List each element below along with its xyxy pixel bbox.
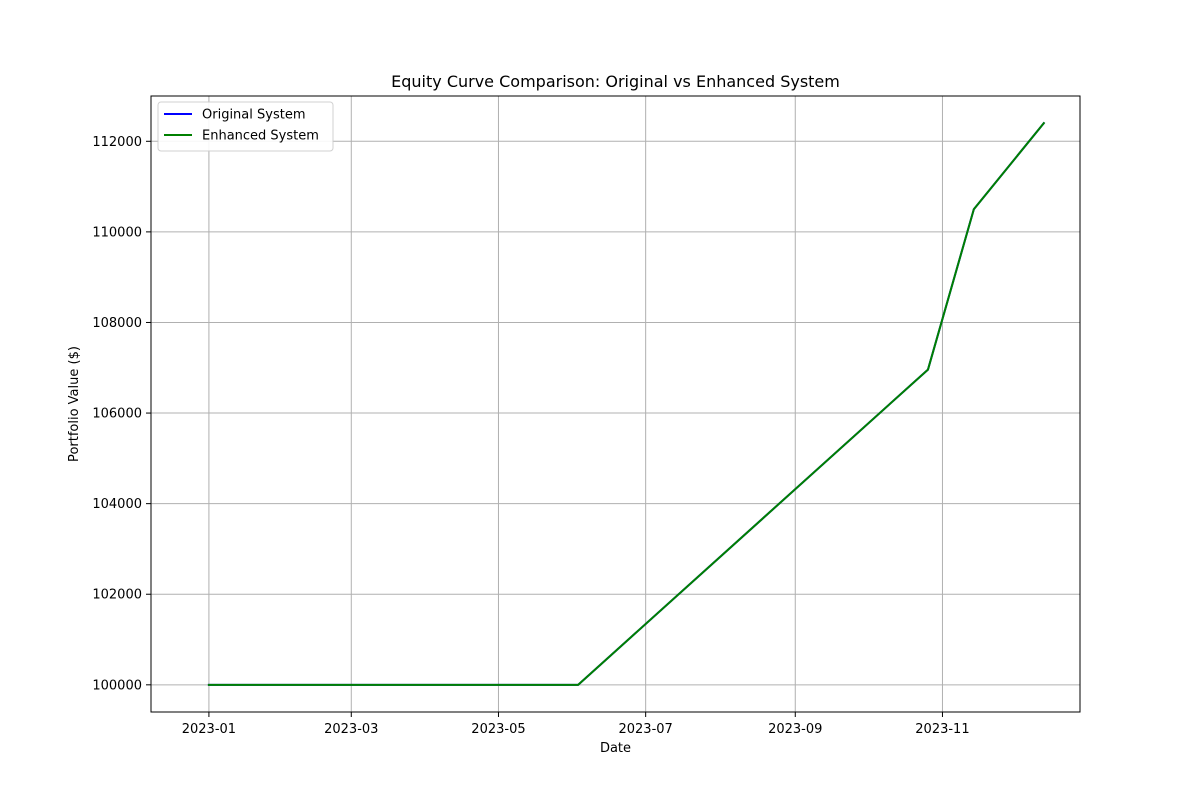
x-tick-label: 2023-07 <box>618 722 672 737</box>
grid-layer <box>151 96 1080 712</box>
y-tick-label: 102000 <box>92 588 142 603</box>
y-tick-label: 104000 <box>92 497 142 512</box>
y-tick-label: 110000 <box>92 225 142 240</box>
series-line-0 <box>207 121 1046 686</box>
series-layer <box>207 121 1046 686</box>
x-tick-label: 2023-05 <box>471 722 525 737</box>
series-line-1 <box>207 121 1046 686</box>
plot-frame <box>150 95 1081 713</box>
y-tick-label: 100000 <box>92 678 142 693</box>
x-tick-label: 2023-09 <box>768 722 822 737</box>
y-tick-label: 112000 <box>92 135 142 150</box>
tick-layer: 2023-01 2023-03 2023-05 2023-07 2023-09 2023-… <box>92 135 969 737</box>
y-tick-label: 106000 <box>92 407 142 422</box>
x-tick-label: 2023-01 <box>182 722 236 737</box>
legend-box <box>157 101 334 152</box>
legend-label-0: Original System <box>202 108 305 123</box>
x-tick-label: 2023-11 <box>915 722 969 737</box>
legend: Original System Enhanced System <box>157 101 334 152</box>
legend-label-1: Enhanced System <box>202 129 319 144</box>
chart-title: Equity Curve Comparison: Original vs Enh… <box>391 72 840 91</box>
x-tick-label: 2023-03 <box>324 722 378 737</box>
x-axis-label: Date <box>600 741 631 756</box>
y-tick-label: 108000 <box>92 316 142 331</box>
y-axis-label: Portfolio Value ($) <box>67 346 82 462</box>
